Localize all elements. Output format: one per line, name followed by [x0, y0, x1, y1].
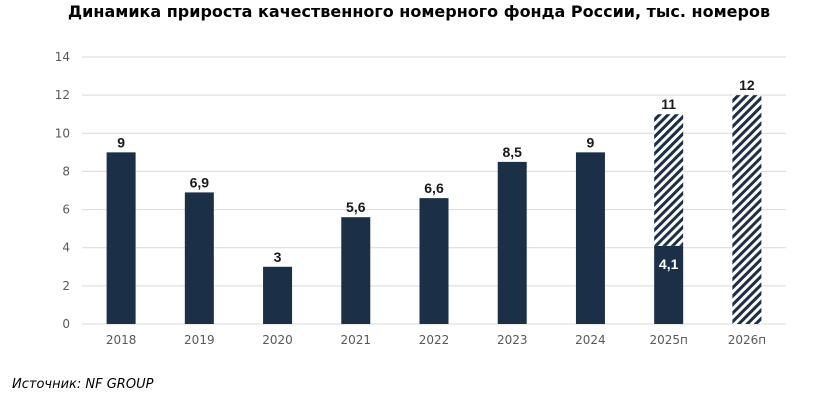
x-tick-label: 2022	[419, 333, 450, 347]
bar-2026п-forecast	[732, 95, 762, 325]
x-tick-label: 2021	[341, 333, 372, 347]
data-label-2021: 5,6	[346, 199, 366, 215]
x-tick-label: 2023	[497, 333, 528, 347]
total-label-2025п: 11	[661, 96, 676, 112]
y-tick-label: 4	[62, 241, 70, 255]
x-tick-label: 2026п	[728, 333, 766, 347]
y-axis-ticks: 0 2 4 6 8 10 12 14	[55, 50, 70, 331]
x-axis-ticks: 2018 2019 2020 2021 2022 2023 2024 2025п 2026п	[106, 333, 766, 347]
y-tick-label: 6	[62, 203, 70, 217]
data-label-2023: 8,5	[502, 144, 522, 160]
data-label-2019: 6,9	[190, 174, 210, 190]
x-tick-label: 2025п	[649, 333, 687, 347]
y-tick-label: 14	[55, 50, 70, 64]
y-tick-label: 8	[62, 164, 70, 178]
x-tick-label: 2019	[184, 333, 215, 347]
bar-2025п-fact	[654, 245, 684, 324]
y-tick-label: 10	[55, 126, 70, 140]
data-label-2025п: 4,1	[659, 256, 679, 272]
bar-2020-fact	[263, 266, 293, 324]
x-tick-label: 2018	[106, 333, 137, 347]
bar-2019-fact	[184, 192, 214, 324]
bar-2021-fact	[341, 217, 371, 324]
data-labels: 9 6,9 3 5,6 6,6 8,5 9 4,1 11 12	[117, 77, 755, 272]
bar-2022-fact	[419, 198, 449, 324]
y-tick-label: 0	[62, 317, 70, 331]
bar-2025п-forecast	[654, 114, 684, 246]
bar-2023-fact	[497, 161, 527, 324]
x-tick-label: 2020	[262, 333, 293, 347]
data-label-2020: 3	[274, 249, 282, 265]
y-tick-label: 12	[55, 88, 70, 102]
data-label-2024: 9	[587, 134, 595, 150]
data-label-2018: 9	[117, 134, 125, 150]
y-tick-label: 2	[62, 279, 70, 293]
bar-2024-fact	[575, 152, 605, 324]
chart-title: Динамика прироста качественного номерног…	[67, 2, 771, 21]
data-label-2022: 6,6	[424, 180, 444, 196]
bars	[106, 95, 762, 325]
bar-2018-fact	[106, 152, 136, 324]
x-tick-label: 2024	[575, 333, 606, 347]
source-note: Источник: NF GROUP	[12, 377, 154, 392]
total-label-2026п: 12	[739, 77, 755, 93]
